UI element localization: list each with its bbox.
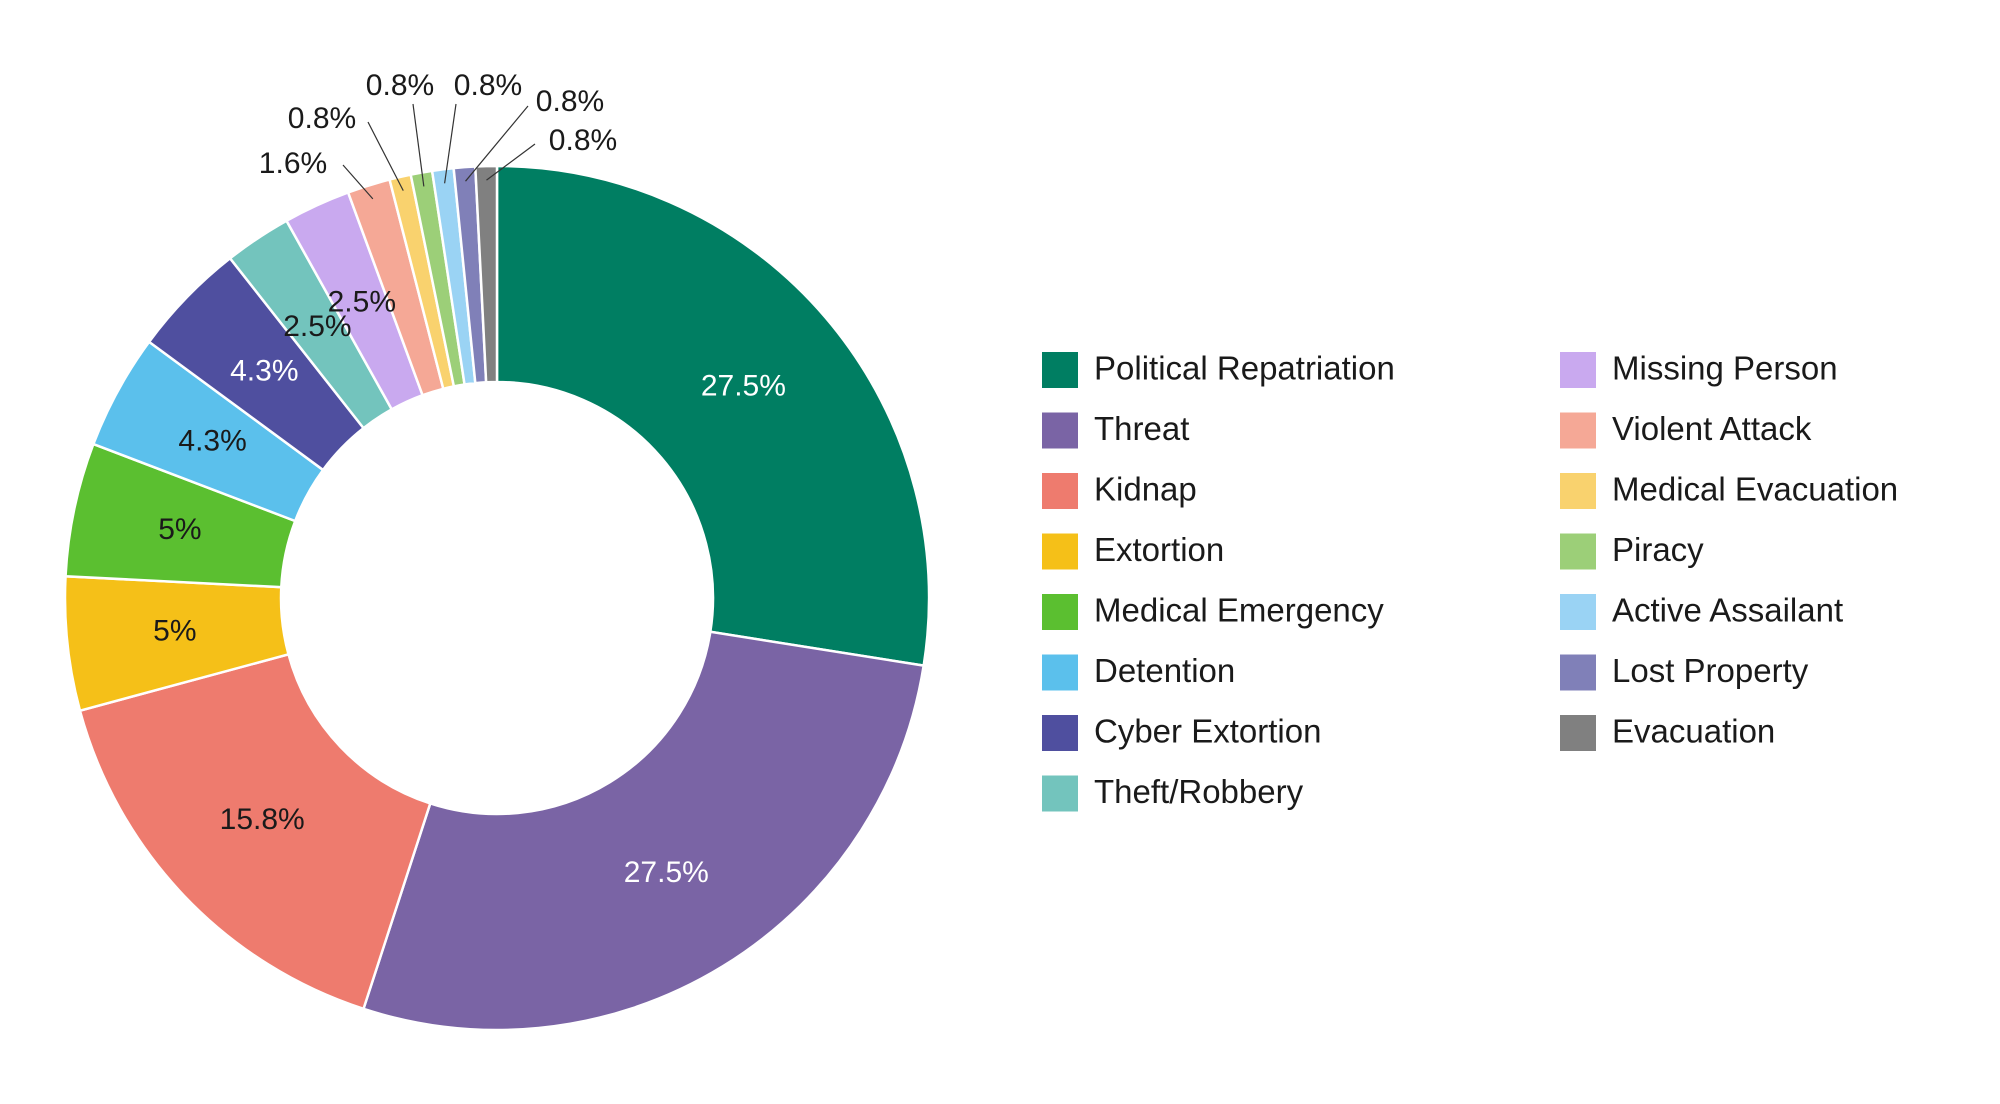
leader-line-medical-evacuation (367, 121, 404, 191)
data-label-kidnap: 15.8% (220, 803, 305, 836)
data-label-detention: 4.3% (178, 425, 246, 458)
leader-line-lost-property (465, 105, 529, 182)
legend-label-medical-evacuation: Medical Evacuation (1612, 471, 1898, 508)
data-label-theft-robbery: 2.5% (283, 310, 351, 343)
legend-label-lost-property: Lost Property (1612, 652, 1809, 689)
leader-lines-group (342, 103, 536, 200)
legend-swatch-violent-attack (1560, 412, 1596, 449)
slice-evacuation (473, 164, 499, 384)
legend-label-political-repatriation: Political Repatriation (1094, 350, 1395, 387)
legend-label-kidnap: Kidnap (1094, 471, 1197, 508)
data-labels-group: 27.5% 27.5% 15.8% 5% 5% 4.3% 4.3% 2.5%2.5% 1.6% 0… (153, 69, 786, 889)
legend-swatch-political-repatriation (1042, 352, 1078, 388)
legend-swatch-evacuation (1560, 715, 1596, 751)
legend-swatch-missing-person (1560, 352, 1596, 388)
legend-label-detention: Detention (1094, 652, 1235, 689)
legend-label-medical-emergency: Medical Emergency (1094, 592, 1384, 629)
data-label-threat: 27.5% (624, 856, 709, 889)
leader-line-active-assailant (444, 103, 457, 184)
legend-label-active-assailant: Active Assailant (1612, 592, 1843, 629)
legend-label-theft-robbery: Theft/Robbery (1094, 773, 1304, 810)
legend-label-threat: Threat (1094, 410, 1189, 447)
slice-threat (361, 630, 926, 1032)
legend-swatch-piracy (1560, 533, 1596, 570)
legend-swatch-extortion (1042, 533, 1078, 570)
legend-swatch-detention (1042, 654, 1078, 691)
slice-kidnap (78, 652, 432, 1011)
data-label-lost-property: 0.8% (536, 85, 604, 118)
data-label-missing-person: 2.5% (328, 285, 396, 318)
legend-swatch-active-assailant (1560, 594, 1596, 630)
leader-line-evacuation (486, 143, 536, 181)
legend-label-evacuation: Evacuation (1612, 713, 1775, 750)
data-label-violent-attack: 1.6% (259, 147, 327, 180)
data-label-medical-emergency: 5% (158, 513, 201, 546)
data-label-piracy: 0.8% (366, 69, 434, 102)
legend-swatch-threat (1042, 412, 1078, 449)
legend-label-cyber-extortion: Cyber Extortion (1094, 713, 1321, 750)
slice-political-repatriation (495, 164, 931, 668)
legend-swatch-theft-robbery (1042, 775, 1078, 812)
legend-label-piracy: Piracy (1612, 531, 1704, 568)
legend-label-missing-person: Missing Person (1612, 350, 1838, 387)
leader-line-violent-attack (342, 164, 374, 200)
legend-swatch-cyber-extortion (1042, 715, 1078, 751)
data-label-evacuation: 0.8% (549, 124, 617, 157)
data-label-political-repatriation: 27.5% (701, 370, 786, 403)
legend-swatch-medical-evacuation (1560, 473, 1596, 509)
data-label-cyber-extortion: 4.3% (230, 354, 298, 387)
legend: Political Repatriation Threat Kidnap Extort… (1042, 350, 1898, 812)
data-label-medical-evacuation: 0.8% (288, 102, 356, 135)
data-label-active-assailant: 0.8% (454, 69, 522, 102)
legend-swatch-lost-property (1560, 654, 1596, 691)
legend-swatch-kidnap (1042, 473, 1078, 509)
legend-label-violent-attack: Violent Attack (1612, 410, 1812, 447)
data-label-extortion: 5% (153, 614, 196, 647)
slices-group (63, 164, 931, 1032)
legend-label-extortion: Extortion (1094, 531, 1224, 568)
leader-line-piracy (412, 103, 425, 187)
legend-swatch-medical-emergency (1042, 594, 1078, 630)
